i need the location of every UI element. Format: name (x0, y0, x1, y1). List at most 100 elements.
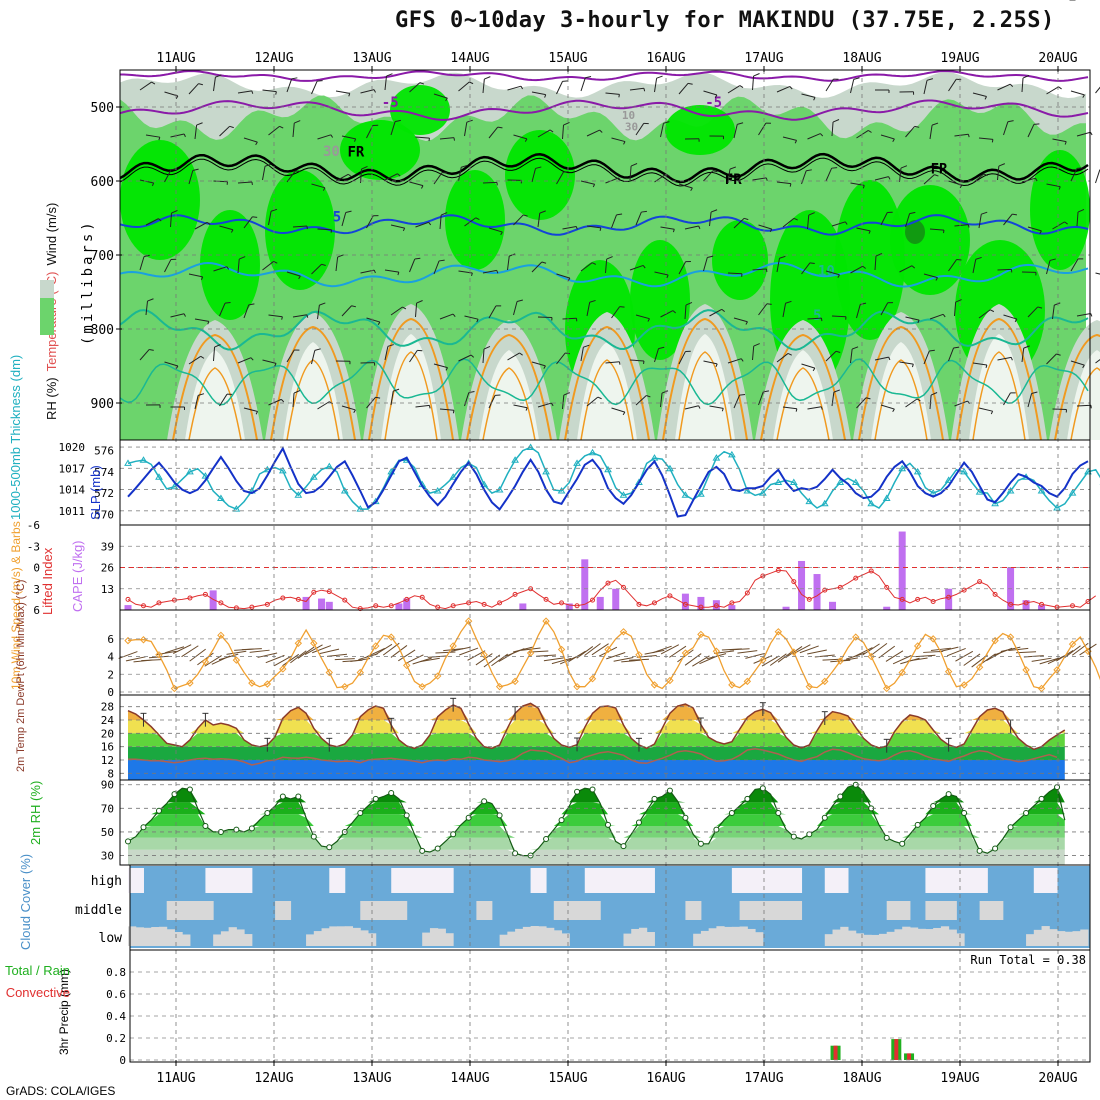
wind-barb-flag (1012, 213, 1018, 216)
lifted-index-line (127, 569, 1096, 610)
isotherm-20 (119, 358, 1089, 406)
wind-barb-flag (618, 177, 622, 181)
wind-barb (758, 224, 773, 230)
wind-barb (1046, 353, 1057, 365)
cloud-high-clear (615, 868, 624, 893)
date-label-bottom: 13AUG (352, 1071, 391, 1086)
cloud-high-clear (406, 868, 415, 893)
wind-barb-10m (745, 652, 765, 659)
lifted-index-point (713, 603, 719, 609)
cloud-high-clear (971, 868, 981, 893)
isotherm-15 (119, 309, 1089, 351)
wind-barb-flag (809, 262, 815, 264)
cloud-high-clear (925, 868, 934, 893)
wind-barb-10m (172, 644, 192, 654)
wind-barb-flag (687, 82, 693, 85)
wind-barb-flag (281, 316, 283, 320)
isotherm-5 (119, 214, 1089, 236)
wind-barb (139, 81, 152, 91)
wind-barb-flag (419, 82, 425, 85)
lifted-index-point (1039, 601, 1045, 607)
wind-barb (194, 221, 208, 230)
wind-ytick-label: 0 (107, 686, 114, 699)
wind-barb-10m (218, 653, 239, 661)
wind-barb-10m (706, 653, 727, 660)
wind-speed-point (418, 682, 426, 691)
wind-barb (678, 83, 689, 95)
wind-speed-point (232, 656, 241, 664)
wind-barb-flag (484, 76, 491, 80)
cloud-low-clear (538, 926, 547, 946)
wind-barb-flag (151, 81, 156, 85)
rh-point (233, 826, 240, 833)
date-label-top: 20AUG (1038, 51, 1077, 66)
wind-barb-flag (990, 309, 995, 313)
lifted-index-point (481, 601, 487, 607)
wind-barb (556, 171, 564, 185)
date-label-top: 12AUG (254, 51, 293, 66)
wind-barb-flag (544, 94, 547, 98)
wind-barb-10m (148, 655, 169, 659)
rh-point (450, 831, 457, 838)
wind-barb (997, 166, 1000, 181)
wind-barb (954, 400, 968, 407)
wind-barb-flag (295, 170, 301, 172)
rh-shade-bright-blob (445, 170, 505, 270)
isotherm-10 (119, 261, 1089, 288)
cloud-low-clear (522, 926, 532, 946)
rh-point (682, 814, 689, 821)
wind-barb (237, 259, 240, 274)
wind-barb-flag (647, 318, 650, 322)
wind-speed-point (372, 642, 380, 650)
wind-barb-10m (628, 658, 649, 661)
wind-barb-10m (1016, 651, 1037, 654)
wind-barb-flag (563, 122, 570, 126)
wind-barb (660, 123, 664, 138)
cloud-high-clear (631, 868, 640, 893)
wind-barb-flag (737, 122, 744, 125)
lifted-index-point (744, 590, 750, 596)
wind-speed-point (635, 651, 643, 659)
wind-barb (213, 180, 228, 183)
lifted-index-point (1070, 603, 1076, 609)
cloud-high-clear (128, 868, 137, 893)
cloud-middle-clear (360, 901, 369, 920)
wind-barb-flag (252, 216, 258, 218)
thickness-point (340, 487, 349, 494)
wind-barb (1095, 86, 1100, 94)
cloud-low-clear (553, 930, 563, 946)
wind-barb (415, 404, 430, 408)
wind-barb-flag (743, 217, 749, 221)
wind-ytick-label: 6 (107, 633, 114, 646)
wind-barb (948, 259, 957, 272)
cloud-middle-clear (383, 901, 392, 920)
wind-barb (556, 81, 563, 95)
wind-barb-flag (298, 275, 301, 280)
isotherm-warm-inner (1070, 367, 1100, 441)
rh-point (790, 833, 797, 840)
wind-barb-flag (348, 93, 351, 97)
wind-barb (1052, 305, 1055, 320)
wind-barb-10m (1079, 643, 1097, 656)
wind-speed-point (217, 631, 225, 640)
wind-barb (531, 261, 543, 273)
wind-barb (243, 216, 253, 229)
cloud-high-clear (770, 868, 779, 893)
wind-barb (311, 350, 316, 365)
wind-barb-10m (838, 657, 858, 662)
cloud-middle-clear (577, 901, 586, 920)
thickness-point (681, 491, 690, 498)
date-label-top: 17AUG (744, 51, 783, 66)
wind-barb (629, 87, 644, 91)
slp-ytick-label: 1011 (59, 505, 86, 518)
cloud-low-clear (337, 926, 346, 946)
wind-barb (1027, 306, 1039, 318)
wind-speed-point (186, 679, 194, 687)
wind-speed-point (449, 642, 457, 650)
wind-barb-flag (306, 314, 309, 318)
wind-barb-flag (375, 396, 381, 399)
wind-barb-10m (419, 657, 440, 663)
wind-barb-10m (513, 646, 533, 653)
wind-barb-flag (535, 166, 542, 169)
wind-barb-flag (1049, 258, 1056, 261)
